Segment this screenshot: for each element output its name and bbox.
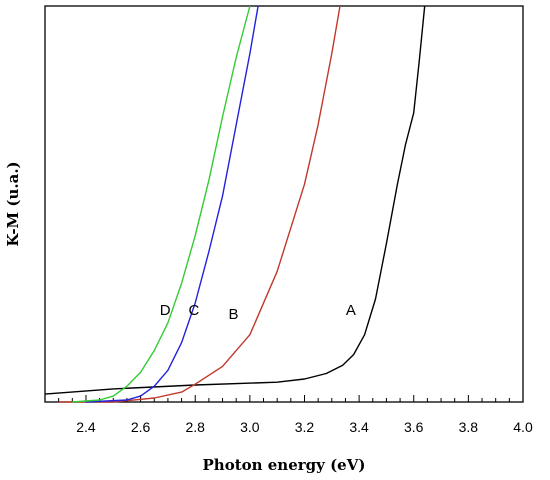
curve-label-b: B bbox=[228, 306, 238, 323]
x-tick-label: 2.4 bbox=[76, 419, 96, 435]
series-line-a bbox=[44, 5, 426, 395]
series-line-c bbox=[85, 5, 259, 403]
x-tick-label: 4.0 bbox=[513, 419, 533, 435]
x-tick-label: 3.6 bbox=[404, 419, 424, 435]
series-line-d bbox=[72, 5, 251, 403]
y-axis-title: K-M (u.a.) bbox=[4, 161, 22, 246]
curves bbox=[44, 5, 426, 403]
x-axis-title: Photon energy (eV) bbox=[203, 456, 366, 474]
x-tick-label: 3.2 bbox=[295, 419, 315, 435]
series-line-b bbox=[58, 5, 341, 403]
curve-label-a: A bbox=[346, 302, 356, 319]
x-ticks: 2.4 2.6 2.8 3.0 3.2 3.4 3.6 3.8 4.0 bbox=[44, 395, 533, 435]
x-tick-label: 2.8 bbox=[185, 419, 205, 435]
x-tick-label: 2.6 bbox=[131, 419, 151, 435]
x-tick-label: 3.0 bbox=[240, 419, 260, 435]
x-tick-label: 3.4 bbox=[349, 419, 369, 435]
plot-frame bbox=[44, 5, 524, 403]
curve-labels: A B CD bbox=[160, 302, 356, 323]
curve-label-d: D bbox=[160, 302, 171, 319]
x-tick-label: 3.8 bbox=[459, 419, 479, 435]
curve-label-c: C bbox=[188, 302, 199, 319]
